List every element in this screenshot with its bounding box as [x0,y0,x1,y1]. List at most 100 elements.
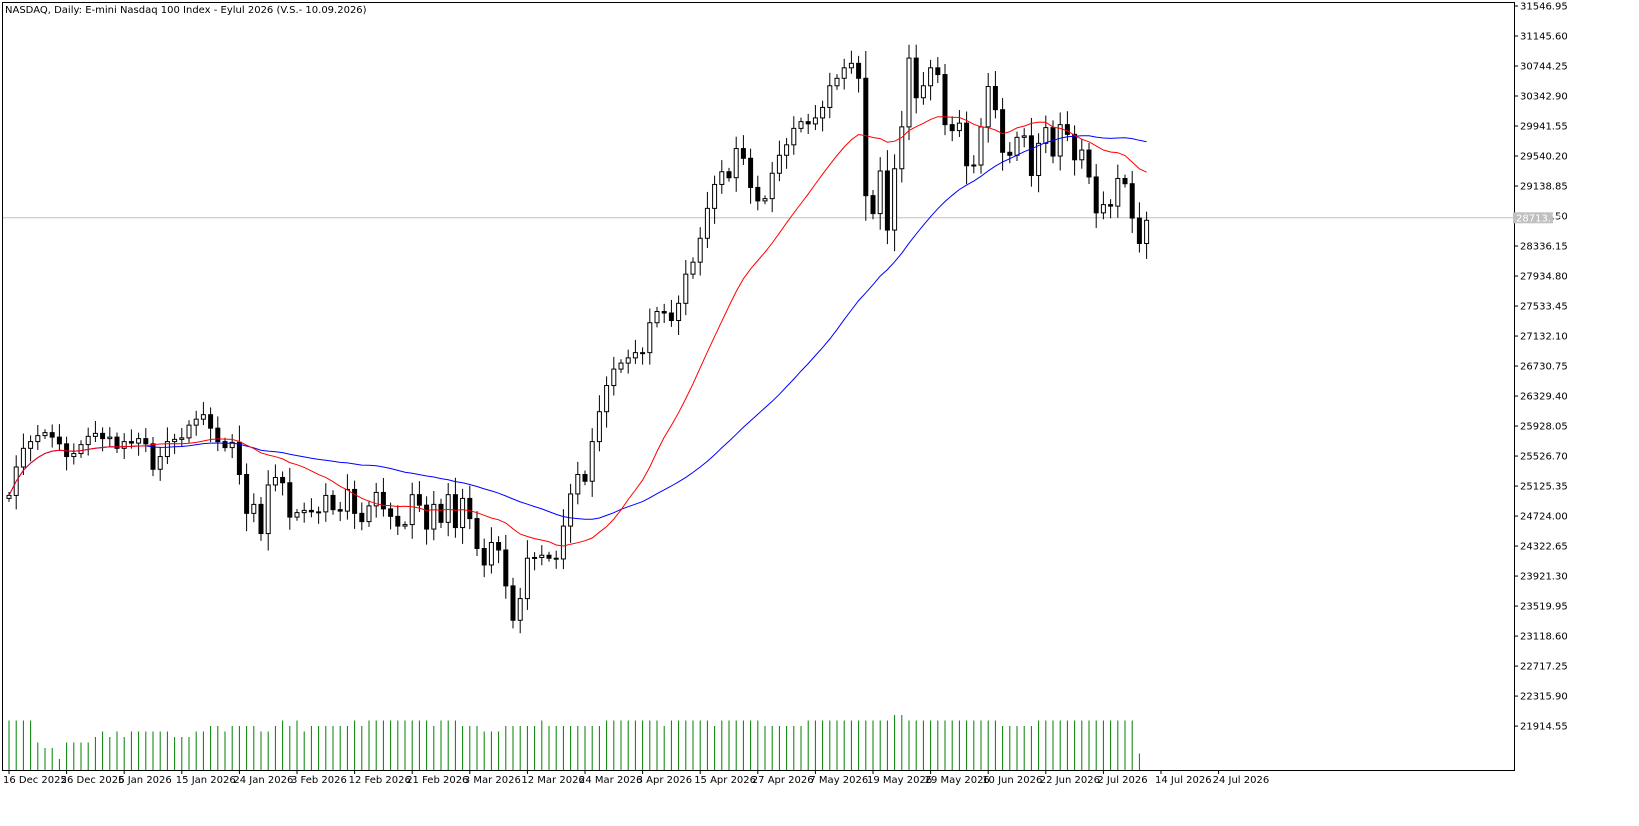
candle [143,438,149,445]
candle [956,122,962,132]
y-tick-label: 29540.20 [1520,152,1568,163]
candle [265,484,271,535]
y-tick-label: 24322.65 [1520,542,1568,553]
candle [1108,204,1114,207]
candle [1021,135,1027,138]
candle [510,585,516,621]
x-tick-label: 29 May 2026 [925,775,990,786]
candle [820,106,826,119]
candle [625,357,631,364]
candle [1072,133,1078,161]
candle [748,157,754,188]
candle [330,494,336,511]
candle [791,127,797,146]
x-tick-label: 24 Mar 2026 [579,775,642,786]
candle [222,441,228,449]
chart-title: NASDAQ, Daily: E-mini Nasdaq 100 Index -… [5,5,367,16]
plot-frame [2,2,1515,771]
candle [1122,177,1128,185]
candle [1000,109,1006,153]
candle [1014,136,1020,156]
x-tick-label: 27 Apr 2026 [752,775,814,786]
x-tick-label: 15 Jan 2026 [176,775,236,786]
candle [337,509,343,512]
candle [323,494,329,513]
candle [834,77,840,87]
x-tick-label: 3 Feb 2026 [291,775,347,786]
candle [992,86,998,111]
candle [676,302,682,321]
candle [1057,124,1063,157]
candle [280,476,286,484]
candle [1144,219,1150,244]
x-tick-label: 19 May 2026 [867,775,932,786]
candle [553,557,559,560]
candle [402,524,408,527]
candle [1093,176,1099,214]
x-tick-label: 22 Jun 2026 [1040,775,1100,786]
candle [172,438,178,443]
x-tick-label: 7 May 2026 [809,775,868,786]
candle [1036,142,1042,176]
candle [546,554,552,559]
candle [251,503,257,514]
candle [517,598,523,621]
y-tick-label: 28336.15 [1520,242,1568,253]
candle [618,362,624,370]
candle [301,509,307,514]
candle [35,435,41,443]
candle [1079,149,1085,161]
candle [812,117,818,125]
candle [157,456,163,470]
candle [668,312,674,321]
candle [64,443,70,458]
candle [1028,135,1034,176]
candle [215,427,221,443]
candle [1064,124,1070,135]
candle [445,494,451,523]
candle [474,518,480,550]
candle [870,195,876,215]
candle [136,438,142,444]
candle [20,447,26,468]
candle [359,512,365,523]
candle [712,183,718,209]
candle [935,67,941,76]
candle [121,441,127,449]
x-tick-label: 21 Feb 2026 [406,775,468,786]
candle [654,311,660,324]
candle [294,512,300,518]
x-tick-label: 12 Feb 2026 [349,775,411,786]
candle [877,170,883,215]
candle [452,494,458,529]
candle [481,548,487,566]
candle [524,557,530,600]
x-tick-label: 3 Mar 2026 [464,775,521,786]
candle [438,503,444,523]
candle [539,554,545,558]
candle [85,435,91,446]
candles [6,44,1150,634]
candle [193,418,199,426]
candle [1129,183,1135,219]
y-tick-label: 23118.60 [1520,632,1568,643]
candle [805,121,811,125]
candle [150,443,156,470]
candle [236,441,242,475]
candle [1050,127,1056,157]
candle [316,511,322,514]
candle [949,124,955,132]
candle [1115,177,1121,207]
candle [28,441,34,449]
x-tick-label: 16 Dec 2025 [3,775,67,786]
candle [186,424,192,439]
candle [352,488,358,514]
x-tick-label: 12 Mar 2026 [521,775,584,786]
candle [1100,204,1106,214]
candle [884,170,890,231]
candle [978,126,984,166]
candle [755,186,761,202]
candle [640,352,646,355]
candle [366,505,372,523]
y-tick-label: 26730.75 [1520,362,1568,373]
